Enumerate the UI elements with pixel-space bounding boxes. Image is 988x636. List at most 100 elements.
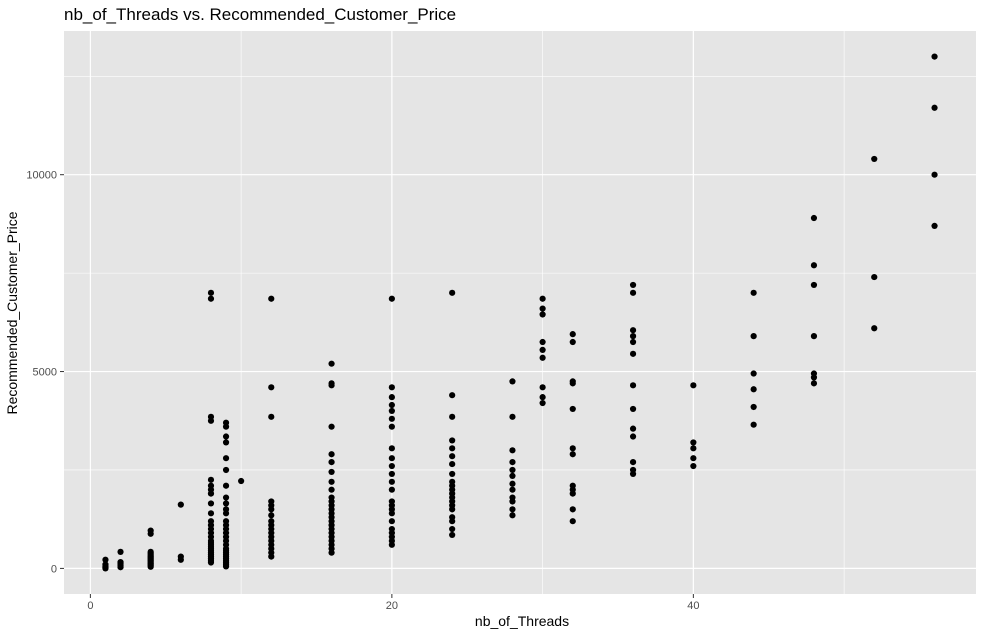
data-point [539,399,546,407]
data-point [328,494,335,501]
data-point [268,498,275,505]
data-point [177,553,184,560]
data-point [810,281,818,289]
data-point [328,459,335,466]
data-point [117,548,124,555]
y-tick-label: 5000 [33,367,57,379]
data-point [222,518,230,525]
data-point [222,455,230,462]
data-point [222,433,230,440]
data-point [569,518,576,525]
data-point [268,384,275,391]
data-points [102,53,938,572]
data-point [931,53,938,60]
data-point [388,445,395,452]
data-point [629,333,637,340]
data-point [539,354,546,361]
data-point [207,289,215,296]
data-point [449,478,456,485]
data-point [629,425,637,432]
data-point [569,338,576,346]
data-point [569,405,576,413]
data-point [539,384,546,391]
data-point [388,295,395,302]
data-point [750,289,757,296]
data-point [509,413,516,420]
data-point [690,439,697,446]
data-point [207,295,215,302]
data-point [690,382,697,389]
data-point [629,459,637,466]
data-point [328,360,335,367]
data-point [449,525,456,533]
data-point [509,378,516,385]
data-point [509,466,516,474]
data-point [207,476,215,483]
x-axis: 0 20 40 [87,594,699,612]
data-point [569,506,576,513]
y-tick-label: 0 [51,563,57,575]
data-point [810,370,818,377]
data-point [328,451,335,458]
data-point [750,403,757,411]
data-point [931,171,938,178]
data-point [871,273,878,281]
data-point [222,506,230,513]
data-point [268,512,275,519]
data-point [690,445,697,452]
data-point [569,331,576,338]
data-point [449,437,456,444]
data-point [629,466,637,474]
data-point [629,405,637,413]
data-point [629,289,637,296]
data-point [388,498,395,505]
y-tick-label: 10000 [26,170,57,182]
data-point [268,413,275,420]
data-point [102,556,109,563]
data-point [629,338,637,346]
data-point [449,453,456,460]
data-point [388,407,395,415]
data-point [931,222,938,229]
data-point [449,445,456,452]
data-point [268,295,275,302]
data-point [207,500,215,507]
data-point [509,480,516,487]
data-point [449,460,456,468]
data-point [388,462,395,470]
minor-gridlines [64,31,976,594]
data-point [117,559,124,566]
data-point [388,423,395,430]
data-point [931,104,938,111]
data-point [328,380,335,387]
data-point [509,494,516,501]
data-point [750,370,757,377]
data-point [569,451,576,458]
data-point [449,470,456,478]
data-point [388,401,395,409]
data-point [222,466,230,474]
data-point [509,486,516,493]
data-point [539,305,546,312]
data-point [629,382,637,389]
data-point [449,289,456,296]
data-point [810,214,818,222]
data-point [207,518,215,525]
data-point [449,392,456,399]
data-point [177,501,184,508]
data-point [750,421,757,428]
data-point [750,386,757,393]
data-point [388,415,395,422]
data-point [207,482,215,489]
data-point [539,311,546,318]
data-point [629,433,637,440]
data-point [328,486,335,493]
data-point [569,445,576,452]
data-point [388,486,395,493]
data-point [222,419,230,426]
data-point [539,338,546,346]
x-axis-title: nb_of_Threads [475,613,569,629]
data-point [238,477,245,485]
data-point [629,350,637,357]
data-point [222,494,230,501]
